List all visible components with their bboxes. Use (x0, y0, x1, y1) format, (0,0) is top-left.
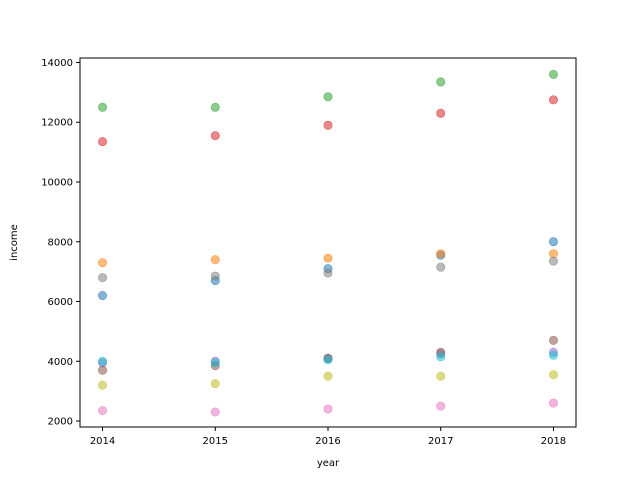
y-tick-label: 10000 (41, 177, 73, 188)
data-point-series-9 (323, 355, 333, 365)
data-point-series-2 (436, 77, 446, 87)
data-point-series-8 (98, 380, 108, 390)
data-point-series-1 (98, 258, 108, 268)
data-point-series-9 (436, 352, 446, 362)
data-point-series-9 (210, 358, 220, 368)
data-point-series-8 (323, 371, 333, 381)
data-point-series-2 (323, 92, 333, 102)
x-tick-label: 2016 (315, 436, 340, 447)
x-tick-label: 2015 (203, 436, 228, 447)
y-tick-label: 14000 (41, 58, 73, 69)
data-point-series-1 (323, 253, 333, 263)
data-point-series-6 (548, 398, 558, 408)
data-point-series-3 (436, 108, 446, 118)
data-point-series-8 (436, 371, 446, 381)
data-point-series-7 (98, 273, 108, 283)
data-point-series-1 (210, 255, 220, 265)
data-point-series-7 (210, 271, 220, 281)
x-tick-label: 2017 (428, 436, 453, 447)
y-axis-label: income (9, 224, 20, 261)
data-point-series-1 (548, 249, 558, 259)
data-point-series-7 (323, 268, 333, 278)
y-tick-label: 2000 (48, 417, 73, 428)
data-point-series-9 (548, 350, 558, 360)
data-point-series-7 (436, 262, 446, 272)
data-point-series-6 (323, 404, 333, 414)
data-point-series-0 (98, 291, 108, 301)
data-point-series-1 (436, 249, 446, 259)
data-point-series-2 (210, 102, 220, 112)
x-axis: 2014 2015 2016 2017 2018 (90, 427, 566, 447)
x-tick-label: 2018 (541, 436, 566, 447)
data-point-series-6 (436, 401, 446, 411)
data-point-series-3 (210, 131, 220, 141)
data-point-series-0 (548, 237, 558, 247)
data-point-series-2 (548, 69, 558, 79)
data-point-series-3 (548, 95, 558, 105)
data-point-series-5 (98, 365, 108, 375)
x-tick-label: 2014 (90, 436, 115, 447)
y-tick-label: 6000 (48, 297, 73, 308)
data-point-series-2 (98, 102, 108, 112)
data-point-series-7 (548, 256, 558, 266)
y-tick-label: 4000 (48, 357, 73, 368)
plot-area-frame (79, 57, 577, 428)
data-point-series-3 (98, 137, 108, 147)
data-point-series-5 (548, 335, 558, 345)
data-point-series-8 (548, 370, 558, 380)
data-point-series-8 (210, 379, 220, 389)
data-point-series-3 (323, 120, 333, 130)
data-point-series-6 (210, 407, 220, 417)
data-point-series-6 (98, 406, 108, 416)
x-axis-label: year (317, 458, 340, 469)
data-point-series-9 (98, 356, 108, 366)
y-axis: 2000 4000 6000 8000 10000 12000 14000 (41, 58, 80, 428)
y-tick-label: 8000 (48, 237, 73, 248)
y-tick-label: 12000 (41, 118, 73, 129)
data-points (98, 69, 558, 417)
